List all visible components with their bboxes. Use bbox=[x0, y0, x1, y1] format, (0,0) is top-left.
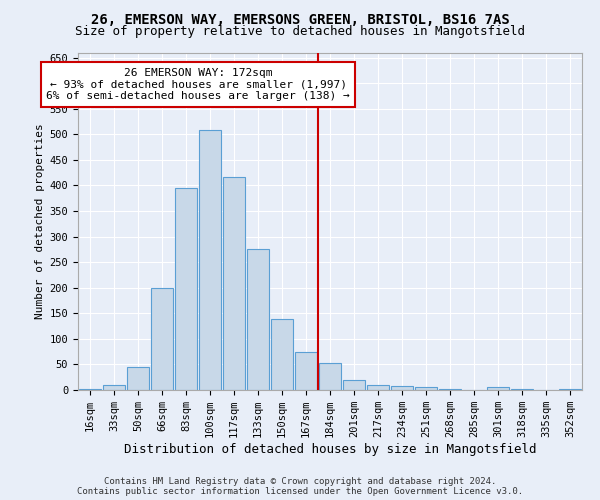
Bar bbox=[391, 386, 413, 390]
Bar bbox=[223, 177, 245, 390]
Bar bbox=[271, 320, 293, 390]
Bar bbox=[151, 288, 173, 390]
Bar bbox=[511, 389, 533, 390]
Text: Contains HM Land Registry data © Crown copyright and database right 2024.
Contai: Contains HM Land Registry data © Crown c… bbox=[77, 476, 523, 496]
Bar bbox=[103, 385, 125, 390]
Bar bbox=[127, 367, 149, 390]
Text: 26 EMERSON WAY: 172sqm
← 93% of detached houses are smaller (1,997)
6% of semi-d: 26 EMERSON WAY: 172sqm ← 93% of detached… bbox=[46, 68, 350, 101]
Bar bbox=[367, 385, 389, 390]
Bar bbox=[247, 250, 269, 390]
Bar bbox=[319, 364, 341, 390]
Bar bbox=[79, 389, 101, 390]
Bar bbox=[199, 130, 221, 390]
Y-axis label: Number of detached properties: Number of detached properties bbox=[35, 124, 46, 319]
Text: Size of property relative to detached houses in Mangotsfield: Size of property relative to detached ho… bbox=[75, 25, 525, 38]
Bar bbox=[295, 352, 317, 390]
Text: 26, EMERSON WAY, EMERSONS GREEN, BRISTOL, BS16 7AS: 26, EMERSON WAY, EMERSONS GREEN, BRISTOL… bbox=[91, 12, 509, 26]
Bar bbox=[415, 388, 437, 390]
Bar bbox=[175, 188, 197, 390]
Bar bbox=[487, 388, 509, 390]
Bar bbox=[439, 389, 461, 390]
X-axis label: Distribution of detached houses by size in Mangotsfield: Distribution of detached houses by size … bbox=[124, 443, 536, 456]
Bar bbox=[343, 380, 365, 390]
Bar bbox=[559, 389, 581, 390]
